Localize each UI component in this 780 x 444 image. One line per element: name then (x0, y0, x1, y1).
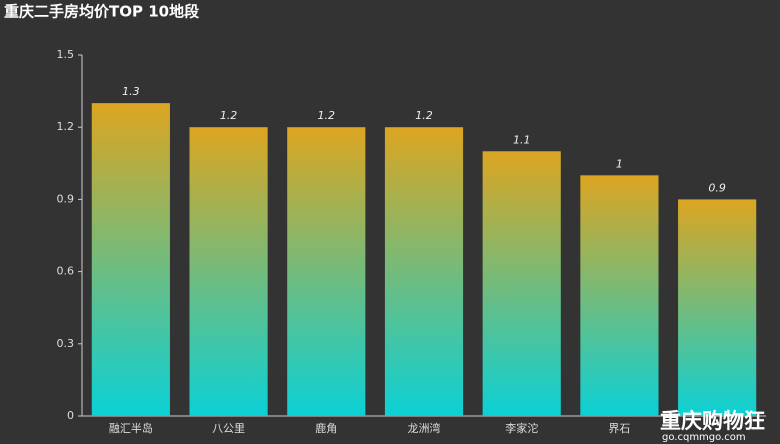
chart-title: 重庆二手房均价TOP 10地段 (4, 3, 199, 21)
bar (91, 103, 170, 416)
x-tick-label: 鹿角 (315, 421, 337, 435)
x-tick-label: 融汇半岛 (109, 421, 153, 435)
data-label: 1.2 (220, 109, 238, 122)
data-label: 1.2 (318, 109, 336, 122)
y-tick-label: 1.2 (57, 120, 75, 133)
data-label: 1.2 (415, 109, 433, 122)
y-tick-label: 0.3 (57, 337, 75, 350)
watermark: 重庆购物狂 (660, 409, 765, 433)
y-tick-label: 1.5 (57, 48, 75, 61)
data-label: 1 (616, 157, 623, 170)
data-label: 0.9 (708, 181, 726, 194)
bar (189, 127, 268, 416)
data-label: 1.3 (122, 85, 140, 98)
data-label: 1.1 (513, 133, 531, 146)
bar (482, 151, 561, 416)
y-tick-label: 0.9 (57, 192, 75, 205)
watermark-url: go.cqmmgo.com (662, 432, 746, 443)
bar (287, 127, 366, 416)
x-tick-label: 龙洲湾 (408, 421, 441, 435)
bar (678, 199, 757, 416)
y-tick-label: 0 (67, 409, 74, 422)
x-tick-label: 李家沱 (505, 421, 538, 435)
x-tick-label: 八公里 (212, 422, 245, 435)
bar (384, 127, 464, 416)
x-tick-label: 界石 (608, 422, 630, 435)
y-tick-label: 0.6 (57, 265, 75, 278)
bar (580, 175, 659, 416)
